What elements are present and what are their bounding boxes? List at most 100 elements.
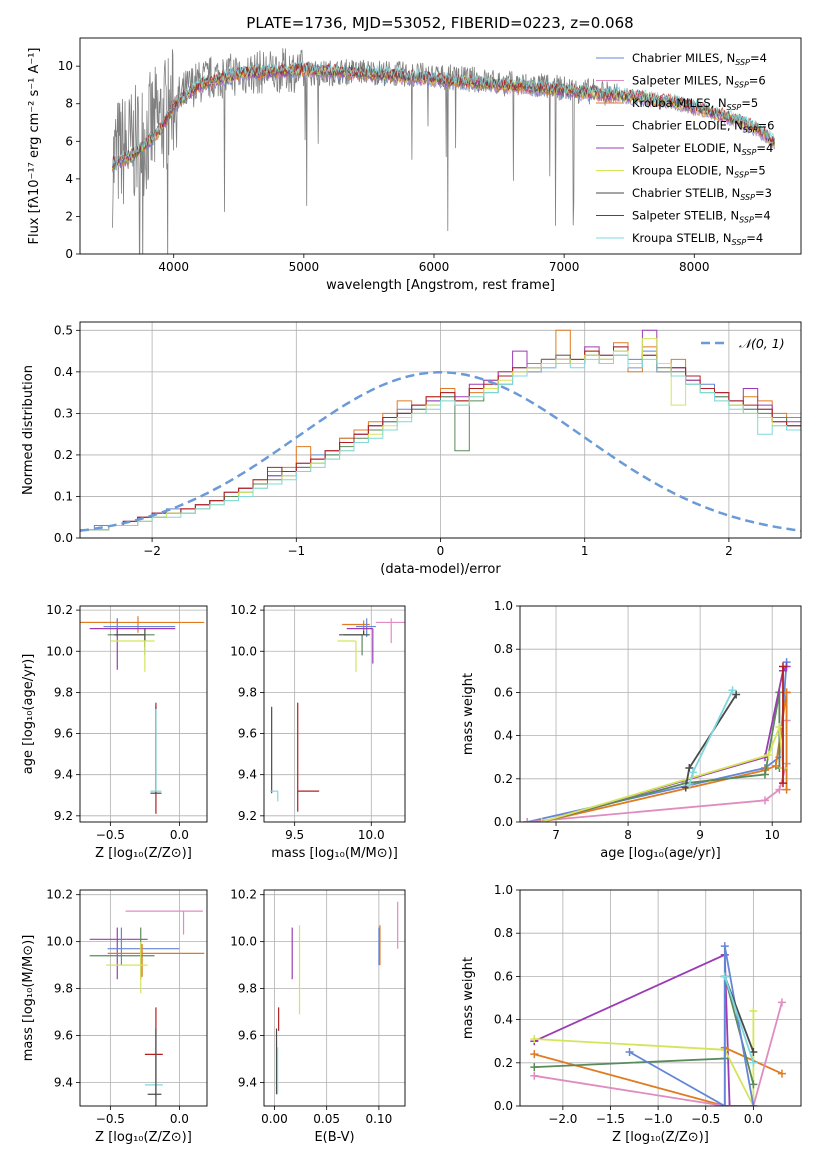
- y-tick-label: 9.6: [54, 1029, 73, 1043]
- mass-vs-EBV-panel: 0.00 0.05 0.10 9.4 9.6 9.8 10.0 10.2 E(B-V): [230, 888, 406, 1145]
- weight-marker: [720, 1102, 729, 1106]
- plot-area: [275, 901, 399, 1095]
- y-axis-label: mass [log₁₀(M/M⊙)]: [21, 935, 36, 1062]
- age-vs-mass-panel: 9.5 10.0 9.2 9.4 9.6 9.8 10.0 10.2 mass [log₁₀(M…: [230, 603, 406, 861]
- x-tick-label: 2: [725, 544, 733, 558]
- x-tick-label: 0.0: [170, 1112, 189, 1126]
- y-tick-label: 0.1: [54, 489, 73, 503]
- x-tick-label: −2.0: [548, 1112, 577, 1126]
- y-axis-label: mass weight: [461, 673, 476, 755]
- legend-label: 𝒩(0, 1): [739, 336, 785, 351]
- y-tick-label: 0.6: [494, 685, 513, 699]
- weight-line: [541, 665, 788, 822]
- weight-marker: [749, 1080, 758, 1089]
- weight-marker: [760, 796, 769, 805]
- x-tick-label: 0.0: [744, 1112, 763, 1126]
- x-axis-label: E(B-V): [314, 1130, 354, 1145]
- model-spectrum-line: [112, 60, 776, 167]
- weight-marker: [732, 690, 741, 699]
- y-axis-label: Flux [fλ10⁻¹⁷ erg cm⁻² s⁻¹ A⁻¹]: [27, 48, 42, 245]
- y-tick-label: 9.4: [54, 1076, 73, 1090]
- weight-marker: [530, 1071, 539, 1080]
- x-tick-label: −2: [143, 544, 161, 558]
- x-tick-label: 10.0: [358, 828, 385, 842]
- axes-frame: [519, 889, 802, 1107]
- plot-area: [80, 616, 205, 814]
- legend-label: Salpeter MILES, NSSP=6: [632, 74, 766, 90]
- y-tick-label: 4: [65, 172, 73, 186]
- y-tick-label: 0.0: [54, 531, 73, 545]
- legend-label: Kroupa MILES, NSSP=5: [632, 96, 758, 112]
- weight-marker: [685, 764, 694, 772]
- y-tick-label: 9.4: [54, 768, 73, 782]
- weight-line: [527, 692, 788, 822]
- x-axis-label: age [log₁₀(age/yr)]: [600, 846, 721, 861]
- x-axis-label: Z [log₁₀(Z/Z⊙)]: [612, 1130, 709, 1145]
- y-tick-label: 10.0: [230, 935, 257, 949]
- x-tick-label: 9: [696, 828, 704, 842]
- x-tick-label: 10: [765, 828, 780, 842]
- weight-line: [688, 689, 734, 786]
- weight-line: [723, 976, 755, 1064]
- weight-marker: [688, 768, 697, 777]
- weight-marker: [725, 1102, 734, 1106]
- x-tick-label: 9.5: [285, 828, 304, 842]
- x-axis-label: Z [log₁₀(Z/Z⊙)]: [95, 846, 192, 861]
- spectrum-panel: 4000 5000 6000 7000 8000 0 2 4 6 8 10 wavelength [A…: [27, 37, 802, 293]
- y-tick-label: 0.8: [494, 926, 513, 940]
- weight-marker: [530, 1035, 539, 1044]
- spectrum-legend: Chabrier MILES, NSSP=4 Salpeter MILES, NS…: [596, 51, 774, 247]
- x-tick-label: 6000: [419, 260, 450, 274]
- weight-vs-age-panel: 7 8 9 10 0.0 0.2 0.4 0.6 0.8 1.0 age [log₁₀(age/yr…: [461, 599, 802, 861]
- weight-marker: [782, 785, 791, 794]
- y-tick-label: 10.2: [230, 888, 257, 902]
- x-tick-label: 1: [581, 544, 589, 558]
- x-axis-label: wavelength [Angstrom, rest frame]: [326, 278, 555, 293]
- y-tick-label: 0.2: [494, 772, 513, 786]
- x-tick-label: 8000: [679, 260, 710, 274]
- y-tick-label: 0.2: [54, 448, 73, 462]
- axes-frame: [263, 605, 406, 823]
- y-tick-label: 8: [65, 97, 73, 111]
- weight-marker: [764, 751, 773, 760]
- y-tick-label: 10.0: [46, 935, 73, 949]
- legend-label: Salpeter ELODIE, NSSP=4: [632, 141, 773, 157]
- y-tick-label: 0.4: [54, 365, 73, 379]
- axes-frame: [79, 605, 208, 823]
- figure-title: PLATE=1736, MJD=53052, FIBERID=0223, z=0…: [246, 14, 633, 32]
- x-tick-label: 7000: [549, 260, 580, 274]
- weight-line: [533, 953, 754, 1106]
- legend-label: Chabrier MILES, NSSP=4: [632, 51, 767, 67]
- x-tick-label: 0: [437, 544, 445, 558]
- weight-marker: [775, 785, 784, 794]
- weight-line: [527, 662, 788, 822]
- y-tick-label: 9.4: [238, 1076, 257, 1090]
- x-axis-label: mass [log₁₀(M/M⊙)]: [271, 846, 398, 861]
- y-tick-label: 9.2: [238, 809, 257, 823]
- y-tick-label: 9.8: [54, 685, 73, 699]
- weight-marker: [778, 779, 787, 788]
- x-tick-label: −0.5: [96, 1112, 125, 1126]
- axes-frame: [79, 889, 208, 1107]
- weight-marker: [537, 818, 546, 822]
- axes-frame: [519, 605, 802, 823]
- x-tick-label: 7: [552, 828, 560, 842]
- y-tick-label: 0: [65, 247, 73, 261]
- y-tick-label: 9.8: [238, 982, 257, 996]
- weight-marker: [720, 942, 729, 951]
- y-tick-label: 9.4: [238, 768, 257, 782]
- y-axis-label: age [log₁₀(age/yr)]: [21, 654, 36, 775]
- x-tick-label: −0.5: [96, 828, 125, 842]
- y-tick-label: 1.0: [494, 599, 513, 613]
- y-tick-label: 9.8: [54, 982, 73, 996]
- plot-area: [530, 942, 786, 1106]
- weight-vs-Z-panel: −2.0 −1.5 −1.0 −0.5 0.0 0.0 0.2 0.4 0.6 0.8 1.0 Z […: [461, 883, 802, 1145]
- axes-frame: [79, 321, 802, 539]
- legend-label: Salpeter STELIB, NSSP=4: [632, 209, 771, 225]
- y-tick-label: 0.0: [494, 1099, 513, 1113]
- y-tick-label: 0.2: [494, 1056, 513, 1070]
- y-axis-label: Normed distribution: [21, 365, 36, 495]
- y-tick-label: 0.3: [54, 406, 73, 420]
